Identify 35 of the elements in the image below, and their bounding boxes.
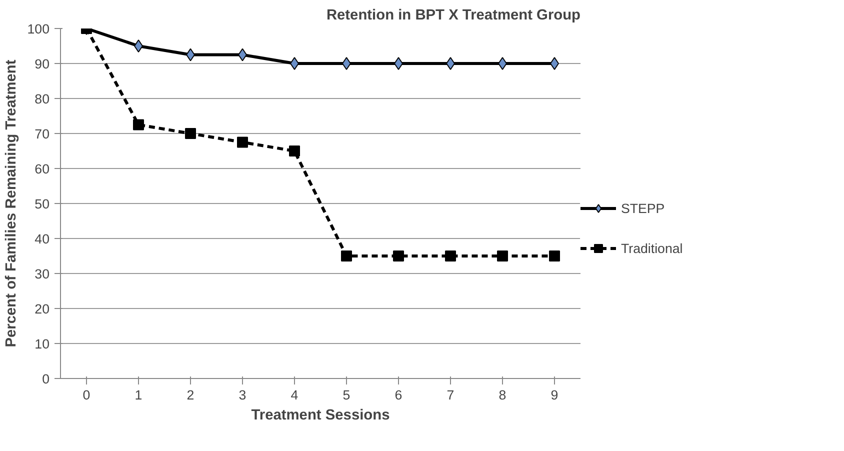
y-tick-label: 20 [34,302,50,316]
x-axis-title: Treatment Sessions [251,408,390,424]
x-tick-label: 0 [82,388,90,402]
point [497,250,508,262]
x-tick-label: 1 [134,388,142,402]
x-tick-label: 6 [394,388,402,402]
x-tick-label: 8 [498,388,506,402]
x-tick-label: 5 [342,388,350,402]
point [133,119,144,130]
y-tick-label: 50 [34,196,50,212]
legend-label: STEPP [621,200,665,216]
y-tick-label: 70 [34,126,50,142]
point [393,250,404,262]
chart-title: Retention in BPT X Treatment Group [326,8,581,24]
x-tick-label: 3 [238,388,246,402]
y-tick-label: 60 [34,162,50,176]
x-tick-label: 7 [446,388,454,402]
y-axis-title: Percent of Families Remaining Treatment [3,60,20,348]
point [237,136,248,148]
y-tick-label: 10 [34,336,50,352]
y-tick-label: 90 [34,56,50,72]
point [185,128,196,139]
point [341,250,352,262]
x-tick-label: 9 [550,388,558,402]
y-tick-label: 40 [34,232,50,246]
legend-label: Traditional [621,240,683,256]
x-tick-label: 4 [290,388,299,402]
y-tick-label: 0 [42,372,50,386]
y-tick-label: 80 [34,92,50,106]
x-tick-label: 2 [186,388,194,402]
point [549,250,560,262]
y-tick-label: 100 [27,22,50,36]
point [445,250,456,262]
y-tick-label: 30 [34,266,50,282]
point [289,146,300,156]
